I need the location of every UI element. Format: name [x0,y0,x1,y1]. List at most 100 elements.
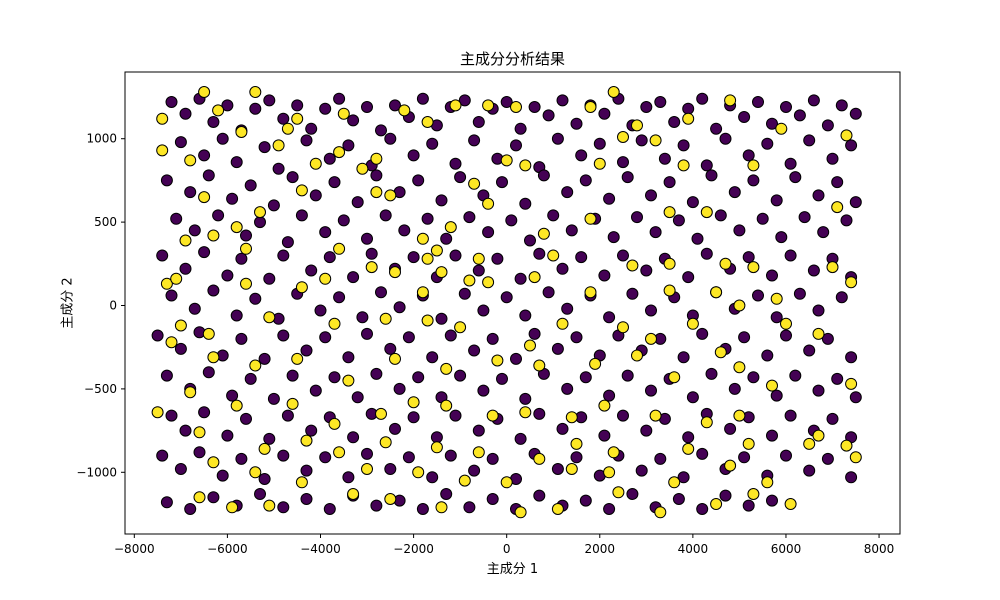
scatter-point [333,146,346,159]
scatter-point [272,139,285,152]
scatter-point [370,367,383,380]
scatter-point [603,192,616,205]
scatter-point [500,154,513,167]
scatter-point [468,177,481,190]
scatter-point [793,109,806,122]
scatter-point [263,499,276,512]
scatter-point [635,464,648,477]
scatter-point [826,152,839,165]
scatter-point [365,247,378,260]
scatter-point [249,359,262,372]
scatter-point [389,266,401,279]
scatter-point [174,463,187,475]
scatter-point [710,498,723,510]
scatter-point [444,329,457,342]
scatter-point [747,159,760,172]
scatter-point [607,231,620,244]
scatter-point [728,186,741,199]
scatter-point [281,122,294,135]
scatter-point [342,351,355,364]
scatter-point [249,102,262,115]
scatter-point [617,131,629,143]
y-tick-label: −1000 [76,465,117,479]
scatter-point [621,171,634,184]
scatter-point [607,86,620,98]
scatter-point [384,463,397,475]
scatter-point [663,176,676,189]
scatter-point [835,291,848,304]
scatter-point [770,389,783,402]
scatter-point [477,384,490,397]
scatter-point [747,174,760,187]
scatter-point [584,212,597,225]
scatter-point [468,134,481,147]
scatter-point [165,96,178,108]
x-tick-label: 6000 [771,542,802,556]
scatter-point [482,276,495,289]
scatter-point [258,141,271,154]
scatter-point [174,136,187,149]
scatter-point [300,464,313,477]
scatter-point [784,157,797,170]
scatter-point [626,259,639,272]
scatter-point [812,384,825,397]
scatter-point [184,154,197,167]
x-tick-label: 4000 [678,542,709,556]
scatter-point [202,327,215,340]
scatter-point [468,464,481,477]
scatter-point [738,451,751,464]
scatter-point [323,152,336,165]
scatter-point [510,139,522,152]
scatter-point [528,101,541,113]
x-tick-label: −8000 [114,542,155,556]
scatter-point [696,447,709,460]
scatter-point [561,382,574,395]
scatter-point [393,301,406,314]
scatter-point [724,94,737,107]
x-axis-label: 主成分 1 [486,562,539,577]
scatter-point [570,451,583,464]
scatter-point [440,399,453,412]
scatter-point [286,369,299,382]
scatter-point [361,101,373,113]
scatter-point [845,276,858,289]
scatter-point [328,371,341,384]
scatter-point [672,214,685,227]
scatter-point [342,471,355,484]
scatter-point [561,302,574,315]
scatter-point [421,116,434,128]
scatter-point [803,134,816,147]
scatter-point [300,344,313,357]
scatter-point [733,299,746,312]
scatter-point [160,496,173,509]
scatter-point [212,104,225,117]
scatter-point [389,99,401,112]
scatter-point [347,488,360,500]
y-tick-label: 500 [94,215,117,229]
scatter-point [682,271,695,284]
scatter-point [463,501,476,514]
scatter-point [226,192,239,205]
scatter-point [598,107,611,120]
scatter-point [449,249,462,262]
scatter-point [589,357,602,370]
scatter-point [426,137,439,150]
scatter-point [370,186,383,199]
scatter-point [309,189,322,202]
scatter-point [333,291,346,304]
scatter-point [463,211,476,224]
scatter-point [300,134,313,147]
scatter-point [244,179,257,192]
scatter-point [370,169,383,182]
scatter-point [156,449,169,462]
scatter-point [663,257,676,270]
scatter-point [342,374,355,387]
scatter-point [570,331,583,344]
scatter-point [379,209,392,222]
scatter-point [840,214,853,227]
scatter-point [384,189,397,202]
scatter-point [551,132,564,145]
scatter-point [649,134,662,147]
